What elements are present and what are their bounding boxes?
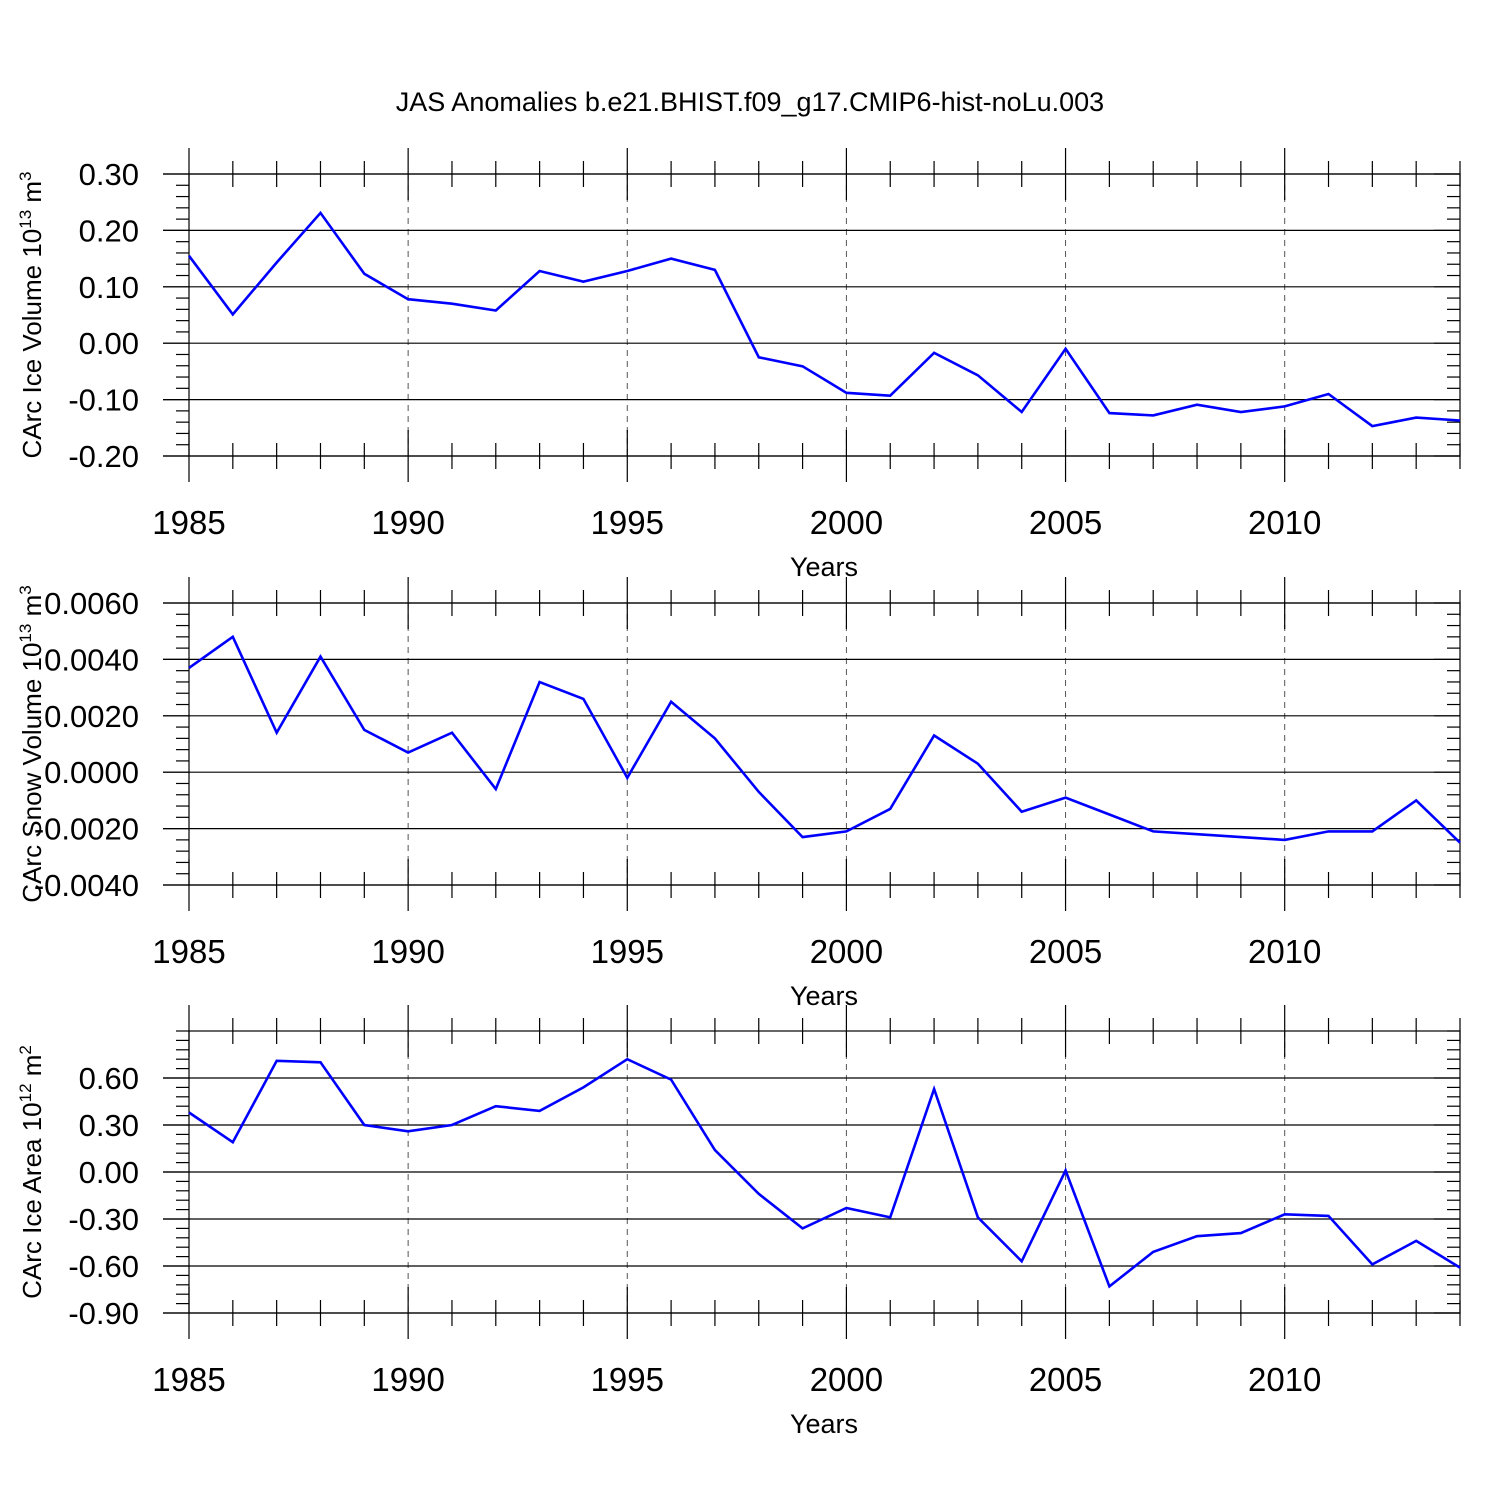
y-tick-label: 0.0020 [44,699,139,734]
x-tick-label: 1990 [371,504,444,541]
y-axis-label-part: 3 [16,171,35,180]
y-axis-label-part: 13 [16,210,35,229]
x-tick-label: 2000 [810,933,883,970]
y-tick-label: 0.0040 [44,642,139,677]
x-tick-label: 2010 [1248,1361,1321,1398]
y-tick-label: 0.30 [79,1108,139,1143]
plot-frame [188,173,1461,457]
x-tick-label: 1985 [152,933,225,970]
y-tick-label: -0.0020 [34,812,139,847]
y-tick-label: 0.30 [79,157,139,192]
y-axis-label-part: m [17,595,47,624]
y-tick-label: 0.00 [79,1155,139,1190]
y-axis-label-part: CArc Snow Volume 10 [17,643,47,903]
x-tick-label: 1990 [371,1361,444,1398]
y-tick-label: -0.0040 [34,868,139,903]
y-tick-label: 0.60 [79,1061,139,1096]
x-tick-label: 2005 [1029,933,1102,970]
y-tick-label: -0.90 [68,1296,139,1331]
y-axis-label-part: CArc Ice Area 10 [17,1102,47,1299]
y-tick-label: -0.30 [68,1202,139,1237]
x-axis-label: Years [790,552,858,582]
panel-1: 0.30 0.20 0.10 0.00 -0.10 -0.20 1985 1990 1995 20… [16,148,1461,582]
x-tick-label: 1995 [591,504,664,541]
y-axis-label-part: m [17,181,47,210]
x-tick-label: 2005 [1029,504,1102,541]
series-line [188,634,1461,844]
panel-3: 0.60 0.30 0.00 -0.30 -0.60 -0.90 1985 1990 1995 2… [16,1005,1461,1439]
y-axis-label: CArc Snow Volume 1013 m3 [16,585,47,902]
y-axis-label: CArc Ice Volume 1013 m3 [16,171,47,458]
x-tick-label: 1985 [152,504,225,541]
y-tick-label: 0.20 [79,213,139,248]
series-line [188,1057,1461,1289]
x-tick-label: 2000 [810,504,883,541]
y-axis-label-part: m [17,1055,47,1084]
y-axis-label-part: 12 [16,1083,35,1102]
x-axis-label: Years [790,981,858,1011]
y-axis-label: CArc Ice Area 1012 m2 [16,1045,47,1299]
x-tick-label: 1990 [371,933,444,970]
x-axis-label: Years [790,1409,858,1439]
y-tick-label: 0.0060 [44,586,139,621]
y-tick-label: -0.60 [68,1249,139,1284]
y-axis-label-part: 13 [16,624,35,643]
figure-title: JAS Anomalies b.e21.BHIST.f09_g17.CMIP6-… [396,87,1104,117]
x-tick-label: 2000 [810,1361,883,1398]
y-axis-label-part: 2 [16,1045,35,1054]
x-tick-label: 1995 [591,933,664,970]
x-tick-label: 2005 [1029,1361,1102,1398]
plot-frame [188,602,1461,886]
panel-2: 0.0060 0.0040 0.0020 0.0000 -0.0020 -0.0040 19… [16,577,1461,1011]
y-tick-label: 0.00 [79,326,139,361]
y-tick-label: -0.20 [68,439,139,474]
x-tick-label: 2010 [1248,933,1321,970]
x-tick-label: 1985 [152,1361,225,1398]
series-line [187,210,1461,428]
x-tick-label: 1995 [591,1361,664,1398]
y-axis-label-part: CArc Ice Volume 10 [17,229,47,459]
y-tick-label: 0.0000 [44,755,139,790]
y-tick-label: -0.10 [68,383,139,418]
y-axis-label-part: 3 [16,585,35,594]
y-tick-label: 0.10 [79,270,139,305]
x-tick-label: 2010 [1248,504,1321,541]
